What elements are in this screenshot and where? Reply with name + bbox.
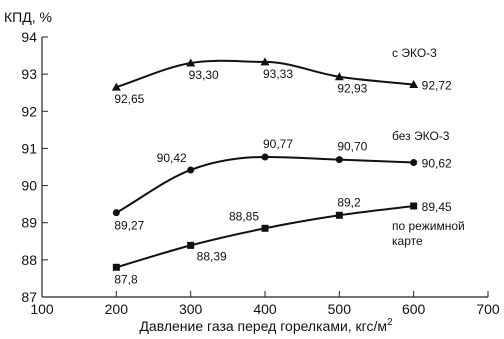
y-axis-title: КПД, % [4,9,52,25]
y-tick-label: 93 [21,66,37,82]
data-label: 92,65 [114,92,144,106]
x-axis-title-main: Давление газа перед горелками, кгс/м [139,318,387,334]
y-ticks: 87 88 89 90 91 92 93 94 [21,29,48,305]
data-label: 87,8 [114,272,138,286]
data-point [187,241,195,249]
y-tick-label: 88 [21,252,37,268]
data-point [111,82,121,91]
series-2: 87,8 88,39 88,85 89,2 89,45 [112,195,452,286]
y-tick-label: 90 [21,178,37,194]
data-label: 89,2 [337,195,361,209]
data-label: 90,70 [337,140,367,154]
series-label-regime-line1: по режимной [392,219,465,233]
data-label: 92,72 [422,79,452,93]
y-tick-label: 91 [21,140,37,156]
data-label: 93,33 [263,67,293,81]
series-1: 89,27 90,42 90,77 90,70 90,62 [112,137,452,233]
data-point [112,263,120,271]
y-tick-label: 89 [21,215,37,231]
y-tick-label: 94 [21,29,37,45]
data-label: 90,42 [157,151,187,165]
data-point [409,80,419,89]
data-point [334,72,344,81]
x-tick-label: 600 [402,301,426,317]
x-axis-title-sup: 2 [387,317,393,328]
data-point [410,202,418,210]
data-point [260,57,270,66]
data-label: 90,77 [263,137,293,151]
data-label: 92,93 [337,82,367,96]
x-ticks: 100 200 300 400 500 600 700 [30,291,500,317]
data-point [410,159,418,167]
data-label: 88,85 [229,209,259,223]
series-line [116,205,414,269]
x-axis-title: Давление газа перед горелками, кгс/м2 [139,317,393,334]
data-label: 89,27 [114,219,144,233]
x-tick-label: 400 [253,301,277,317]
data-point [186,58,196,67]
data-point [335,156,343,164]
x-tick-label: 200 [105,301,129,317]
x-tick-label: 500 [328,301,352,317]
data-point [112,209,120,217]
series-line [115,155,414,214]
series-layer: 92,65 93,30 93,33 92,93 92,72 89,27 90,42 90,77… [111,57,452,286]
data-point [187,166,195,174]
y-tick-label: 92 [21,103,37,119]
x-tick-label: 700 [476,301,500,317]
data-label: 90,62 [422,157,452,171]
data-point [261,153,269,161]
series-label-eko3: с ЭКО-3 [392,46,437,60]
data-label: 88,39 [197,249,227,263]
data-label: 89,45 [422,200,452,214]
y-tick-label: 87 [21,289,37,305]
series-0: 92,65 93,30 93,33 92,93 92,72 [111,57,452,106]
series-label-regime-line2: карте [392,234,423,248]
x-tick-label: 300 [179,301,203,317]
x-tick-label: 100 [30,301,54,317]
data-label: 93,30 [189,68,219,82]
series-label-no-eko3: без ЭКО-3 [392,129,450,143]
data-point [335,211,343,219]
data-point [261,224,269,232]
